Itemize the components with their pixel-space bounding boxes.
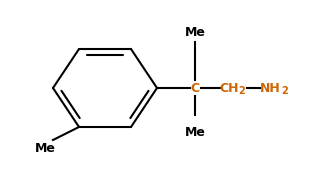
Text: C: C — [190, 81, 200, 94]
Text: 2: 2 — [281, 86, 288, 96]
Text: Me: Me — [35, 142, 55, 154]
Text: Me: Me — [184, 25, 205, 39]
Text: NH: NH — [260, 81, 280, 94]
Text: CH: CH — [219, 81, 239, 94]
Text: Me: Me — [184, 126, 205, 139]
Text: 2: 2 — [239, 86, 245, 96]
